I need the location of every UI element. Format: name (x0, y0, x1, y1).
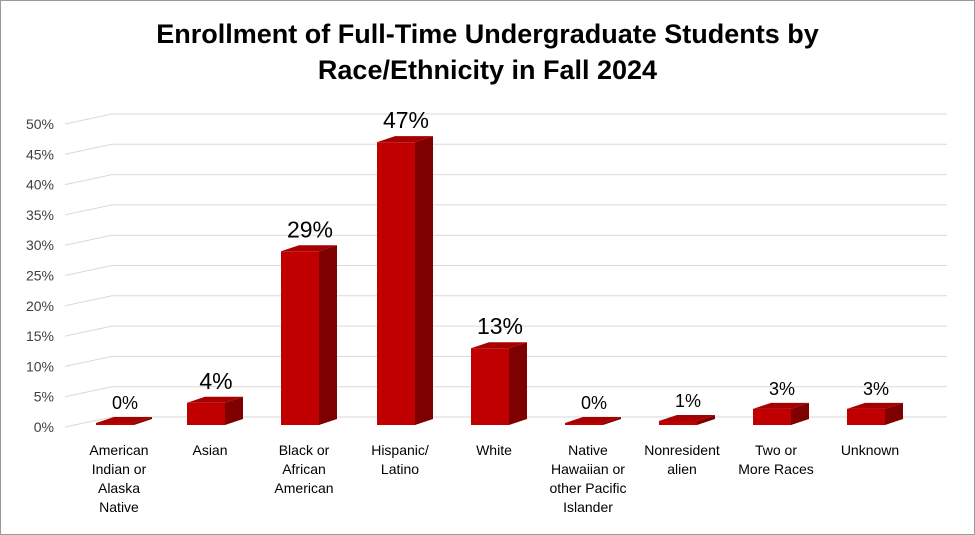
gridline (64, 265, 947, 276)
bar-side (885, 402, 903, 425)
bar-front (96, 423, 134, 425)
data-label: 13% (477, 313, 523, 339)
bar-front (377, 142, 415, 425)
gridline (64, 113, 947, 125)
data-labels: 0% 4% 29% 47% 13% 0% 1% 3% 3% (112, 107, 889, 413)
y-tick-label: 30% (26, 237, 54, 253)
chart-title-line-1: Enrollment of Full-Time Undergraduate St… (156, 19, 819, 49)
y-tick-label: 35% (26, 207, 54, 223)
chart-title: Enrollment of Full-Time Undergraduate St… (0, 16, 975, 88)
gridline (64, 174, 947, 186)
y-tick-label: 25% (26, 268, 54, 284)
data-label: 4% (199, 368, 232, 394)
y-tick-label: 50% (26, 116, 54, 132)
bar-top (281, 245, 337, 252)
bar-top (565, 417, 621, 423)
bar-side (509, 342, 527, 425)
data-label: 0% (581, 393, 607, 413)
bar-top (753, 402, 809, 409)
gridline (64, 295, 947, 307)
gridline (64, 386, 947, 398)
bar-side (319, 245, 337, 425)
bar-top (96, 417, 152, 423)
bars (96, 136, 903, 425)
y-tick-label: 0% (34, 419, 54, 435)
bar-front (187, 402, 225, 425)
bar-side (134, 417, 152, 425)
x-category-label: Native Hawaiian or other Pacific Islander (549, 442, 626, 515)
gridline (64, 416, 947, 428)
x-category-label: Nonresident alien (644, 442, 720, 477)
bar-side (791, 402, 809, 425)
bar (753, 402, 809, 425)
bar-side (697, 414, 715, 425)
gridline (64, 234, 947, 246)
bar-side (603, 417, 621, 425)
data-label: 3% (769, 379, 795, 399)
bar (377, 136, 433, 425)
y-tick-label: 5% (34, 389, 54, 405)
x-category-label: Two or More Races (738, 442, 813, 477)
gridlines (64, 113, 947, 428)
bar (281, 245, 337, 425)
gridline (64, 325, 947, 337)
data-label: 1% (675, 391, 701, 411)
bar-top (471, 342, 527, 349)
data-label: 29% (287, 216, 333, 242)
x-category-label: Hispanic/Latino (371, 442, 429, 477)
y-tick-label: 10% (26, 358, 54, 374)
bar-front (471, 348, 509, 425)
bar (471, 342, 527, 425)
bar-side (415, 136, 433, 425)
bar-front (565, 423, 603, 425)
x-category-label: Unknown (841, 442, 899, 458)
y-tick-label: 45% (26, 146, 54, 162)
y-tick-label: 40% (26, 177, 54, 193)
bar (187, 396, 243, 425)
bar-side (225, 396, 243, 425)
x-category-label: Black or African American (274, 442, 333, 496)
x-category-label: White (476, 442, 512, 458)
bar-front (281, 251, 319, 425)
y-tick-label: 20% (26, 298, 54, 314)
bar-front (753, 408, 791, 425)
bar-top (187, 396, 243, 403)
x-axis-categories: American Indian or Alaska Native Asian Black … (89, 442, 899, 515)
x-category-label: Asian (192, 442, 227, 458)
bar-front (659, 420, 697, 425)
gridline (64, 143, 947, 155)
bar (847, 402, 903, 425)
gridline (64, 204, 947, 216)
bar-top (377, 136, 433, 143)
data-label: 0% (112, 393, 138, 413)
bar-top (847, 402, 903, 409)
bar-front (847, 408, 885, 425)
gridline (64, 355, 947, 367)
bar (96, 417, 152, 425)
data-label: 47% (383, 107, 429, 133)
bar-top (659, 414, 715, 421)
x-category-label: American Indian or Alaska Native (89, 442, 148, 515)
bar (565, 417, 621, 425)
chart-title-line-2: Race/Ethnicity in Fall 2024 (317, 55, 658, 85)
data-label: 3% (863, 379, 889, 399)
bar (659, 414, 715, 425)
y-axis: 0% 5% 10% 15% 20% 25% 30% 35% 40% 45% 50% (26, 116, 54, 435)
y-tick-label: 15% (26, 328, 54, 344)
